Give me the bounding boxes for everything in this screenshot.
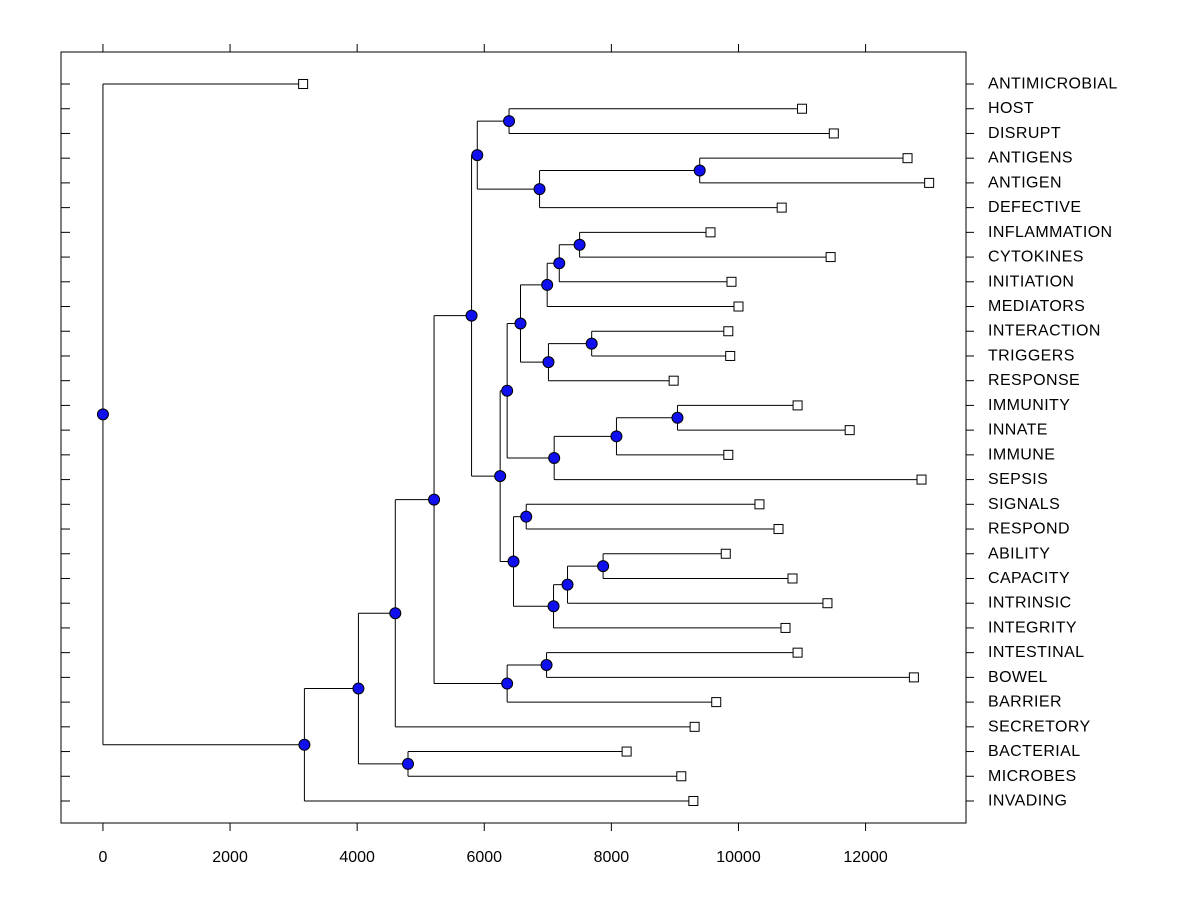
- leaf-label: BACTERIAL: [988, 743, 1081, 760]
- x-axis-tick-label: 2000: [212, 849, 248, 866]
- x-axis-tick-label: 8000: [594, 849, 630, 866]
- leaf-label: INTRINSIC: [988, 595, 1072, 612]
- cluster-node-marker: [597, 560, 610, 573]
- leaf-tip-marker: [825, 252, 836, 263]
- leaf-label: ABILITY: [988, 545, 1050, 562]
- x-axis-tick-label: 0: [98, 849, 107, 866]
- x-axis-tick-label: 6000: [466, 849, 502, 866]
- cluster-node-marker: [402, 757, 415, 770]
- leaf-tip-marker: [723, 449, 734, 460]
- leaf-tip-marker: [723, 326, 734, 337]
- leaf-label: BOWEL: [988, 669, 1048, 686]
- cluster-node-marker: [501, 677, 514, 690]
- cluster-node-marker: [540, 659, 553, 672]
- cluster-node-marker: [533, 183, 546, 196]
- leaf-tip-marker: [908, 672, 919, 683]
- leaf-tip-marker: [754, 499, 765, 510]
- cluster-node-marker: [671, 411, 684, 424]
- leaf-tip-marker: [792, 647, 803, 658]
- leaf-label: INFLAMMATION: [988, 224, 1113, 241]
- leaf-label: BARRIER: [988, 694, 1062, 711]
- leaf-tip-marker: [902, 153, 913, 164]
- leaf-label: SECRETORY: [988, 718, 1091, 735]
- leaf-tip-marker: [720, 548, 731, 559]
- leaf-tip-marker: [726, 276, 737, 287]
- leaf-tip-marker: [844, 425, 855, 436]
- leaf-label: INTESTINAL: [988, 644, 1084, 661]
- leaf-label: ANTIGENS: [988, 150, 1073, 167]
- leaf-label: RESPONSE: [988, 372, 1080, 389]
- cluster-node-marker: [520, 510, 533, 523]
- plot-border: [60, 51, 967, 824]
- cluster-node-marker: [96, 408, 109, 421]
- cluster-node-marker: [553, 257, 566, 270]
- cluster-node-marker: [585, 337, 598, 350]
- cluster-node-marker: [298, 738, 311, 751]
- cluster-node-marker: [503, 115, 516, 128]
- cluster-node-marker: [573, 238, 586, 251]
- cluster-node-marker: [541, 278, 554, 291]
- leaf-label: SIGNALS: [988, 496, 1060, 513]
- leaf-tip-marker: [776, 202, 787, 213]
- leaf-tip-marker: [787, 573, 798, 584]
- cluster-node-marker: [501, 384, 514, 397]
- leaf-label: SEPSIS: [988, 471, 1048, 488]
- leaf-label: INITIATION: [988, 273, 1074, 290]
- leaf-label: CAPACITY: [988, 570, 1070, 587]
- leaf-tip-marker: [773, 524, 784, 535]
- leaf-tip-marker: [705, 227, 716, 238]
- leaf-tip-marker: [711, 697, 722, 708]
- leaf-tip-marker: [621, 746, 632, 757]
- cluster-node-marker: [471, 149, 484, 162]
- leaf-tip-marker: [780, 622, 791, 633]
- leaf-tip-marker: [924, 177, 935, 188]
- x-axis-tick-label: 10000: [716, 849, 761, 866]
- cluster-node-marker: [389, 607, 402, 620]
- leaf-label: INVADING: [988, 792, 1067, 809]
- leaf-label: CYTOKINES: [988, 249, 1084, 266]
- leaf-label: HOST: [988, 100, 1034, 117]
- leaf-label: ANTIGEN: [988, 174, 1062, 191]
- leaf-label: IMMUNE: [988, 446, 1055, 463]
- leaf-label: ANTIMICROBIAL: [988, 76, 1118, 93]
- leaf-label: TRIGGERS: [988, 347, 1075, 364]
- leaf-label: RESPOND: [988, 521, 1070, 538]
- leaf-tip-marker: [792, 400, 803, 411]
- leaf-tip-marker: [298, 79, 309, 89]
- leaf-tip-marker: [828, 128, 839, 139]
- cluster-node-marker: [547, 600, 560, 613]
- cluster-node-marker: [693, 164, 706, 177]
- leaf-label: DEFECTIVE: [988, 199, 1081, 216]
- cluster-node-marker: [514, 317, 527, 330]
- x-axis-tick-label: 12000: [843, 849, 888, 866]
- leaf-label: INTERACTION: [988, 323, 1101, 340]
- leaf-label: IMMUNITY: [988, 397, 1070, 414]
- leaf-tip-marker: [822, 598, 833, 609]
- leaf-label: DISRUPT: [988, 125, 1061, 142]
- leaf-tip-marker: [733, 301, 744, 312]
- leaf-tip-marker: [688, 795, 699, 806]
- x-axis-tick-label: 4000: [339, 849, 375, 866]
- leaf-tip-marker: [689, 721, 700, 732]
- cluster-node-marker: [465, 309, 478, 322]
- cluster-node-marker: [548, 451, 561, 464]
- cluster-node-marker: [494, 470, 507, 483]
- cluster-node-marker: [507, 555, 520, 568]
- cluster-node-marker: [428, 493, 441, 506]
- leaf-label: MICROBES: [988, 768, 1077, 785]
- cluster-node-marker: [542, 356, 555, 369]
- leaf-tip-marker: [676, 771, 687, 782]
- cluster-node-marker: [561, 578, 574, 591]
- leaf-label: INTEGRITY: [988, 619, 1077, 636]
- cluster-node-marker: [352, 682, 365, 695]
- leaf-tip-marker: [725, 350, 736, 361]
- leaf-label: INNATE: [988, 422, 1048, 439]
- cluster-node-marker: [610, 430, 623, 443]
- leaf-label: MEDIATORS: [988, 298, 1085, 315]
- leaf-tip-marker: [916, 474, 927, 485]
- leaf-tip-marker: [797, 103, 808, 114]
- leaf-tip-marker: [668, 375, 679, 386]
